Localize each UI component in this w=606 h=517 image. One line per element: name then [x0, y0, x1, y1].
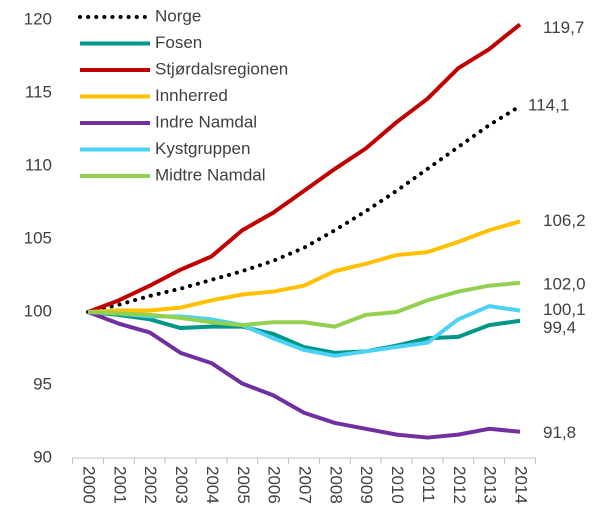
legend-label: Fosen: [155, 33, 202, 52]
series-line: [87, 22, 522, 314]
legend-label: Kystgruppen: [155, 139, 250, 158]
value-label: 102,0: [543, 274, 586, 293]
y-tick-label: 95: [33, 374, 52, 393]
x-tick-label: 2000: [80, 466, 99, 504]
x-tick-label: 2014: [512, 466, 531, 504]
legend-label: Indre Namdal: [155, 112, 257, 131]
x-tick-label: 2009: [357, 466, 376, 504]
x-tick-label: 2008: [326, 466, 345, 504]
series-line: [86, 104, 522, 314]
series-line: [87, 219, 521, 314]
value-label: 99,4: [543, 318, 576, 337]
y-tick-label: 120: [24, 9, 52, 28]
legend-label: Innherred: [155, 86, 228, 105]
x-tick-label: 2007: [296, 466, 315, 504]
y-tick-label: 100: [24, 301, 52, 320]
y-tick-label: 110: [25, 155, 52, 174]
x-tick-label: 2010: [388, 466, 407, 504]
y-tick-label: 115: [25, 82, 52, 101]
value-label: 114,1: [528, 96, 569, 115]
y-tick-label: 90: [33, 447, 52, 466]
legend-label: Norge: [155, 6, 201, 25]
value-label: 100,1: [543, 300, 586, 319]
series-line: [87, 310, 521, 355]
series-line: [87, 310, 521, 440]
x-tick-label: 2005: [234, 466, 253, 504]
value-label: 106,2: [543, 211, 586, 230]
value-label: 91,8: [543, 423, 576, 442]
y-tick-label: 105: [24, 228, 52, 247]
x-tick-label: 2002: [141, 466, 160, 504]
x-tick-label: 2011: [419, 466, 438, 503]
value-label: 119,7: [543, 18, 584, 37]
x-tick-label: 2006: [265, 466, 284, 504]
x-tick-label: 2004: [203, 466, 222, 504]
x-tick-label: 2013: [481, 466, 500, 504]
legend-label: Stjørdalsregionen: [155, 59, 288, 78]
x-tick-label: 2001: [110, 466, 129, 504]
x-tick-label: 2012: [450, 466, 469, 504]
x-tick-label: 2003: [172, 466, 191, 504]
series-line: [87, 280, 521, 329]
legend-label: Midtre Namdal: [155, 165, 266, 184]
